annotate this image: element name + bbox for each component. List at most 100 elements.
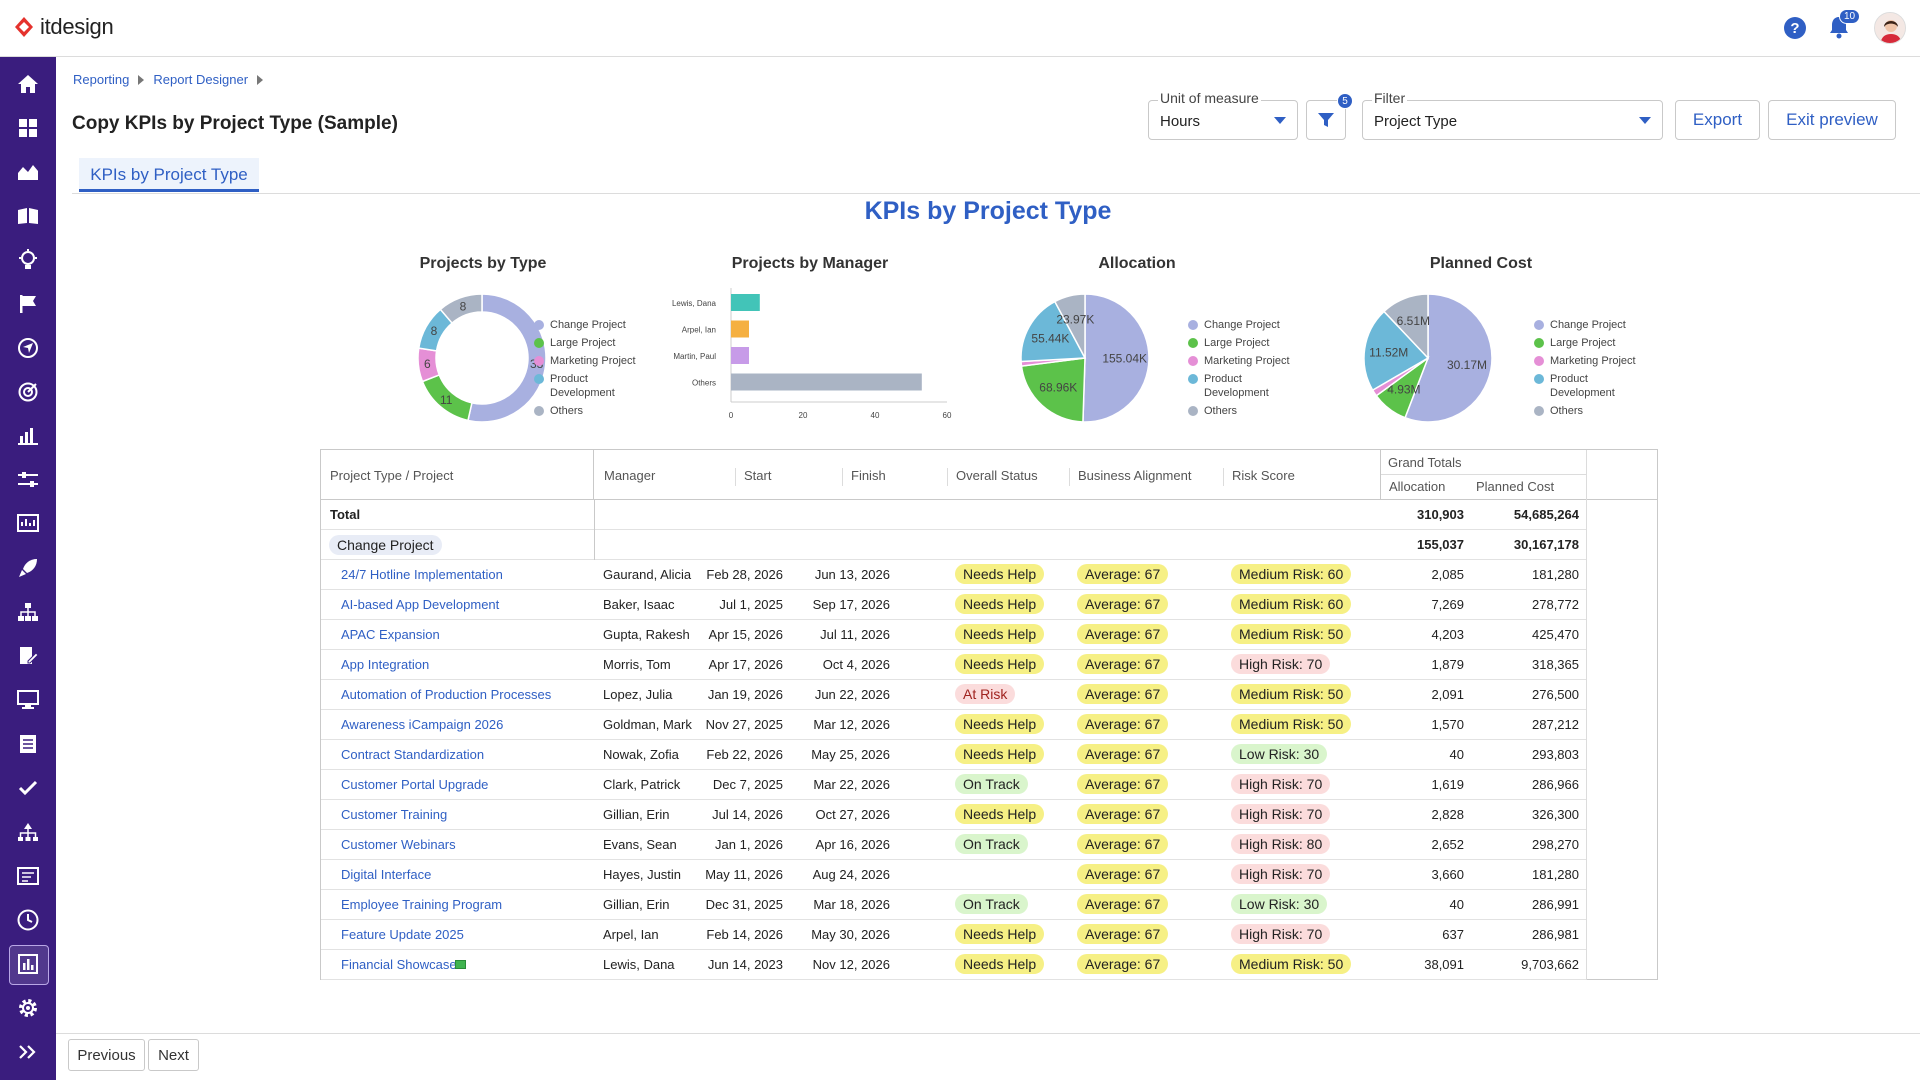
- alignment-badge: Average: 67: [1077, 864, 1169, 884]
- home-icon[interactable]: [0, 64, 56, 104]
- group-allocation: 155,037: [1417, 537, 1464, 552]
- legend-item[interactable]: Product Development: [1534, 372, 1644, 400]
- project-link[interactable]: Awareness iCampaign 2026: [341, 717, 504, 732]
- notification-count-badge: 10: [1839, 9, 1861, 24]
- legend-item[interactable]: Large Project: [534, 336, 644, 350]
- dashboard-icon[interactable]: [0, 108, 56, 148]
- target-icon[interactable]: [0, 372, 56, 412]
- header-planned-cost[interactable]: Planned Cost: [1476, 479, 1555, 494]
- breadcrumb: Reporting Report Designer: [73, 72, 264, 87]
- monitor-icon[interactable]: [0, 680, 56, 720]
- checkmark-icon[interactable]: [0, 768, 56, 808]
- legend-item[interactable]: Marketing Project: [1188, 354, 1298, 368]
- legend-item[interactable]: Large Project: [1188, 336, 1298, 350]
- project-link[interactable]: Customer Training: [341, 807, 448, 822]
- project-link[interactable]: Digital Interface: [341, 867, 432, 882]
- project-link[interactable]: AI-based App Development: [341, 597, 500, 612]
- bar-chart-icon[interactable]: [0, 416, 56, 456]
- project-link[interactable]: Employee Training Program: [341, 897, 503, 912]
- project-link[interactable]: Customer Portal Upgrade: [341, 777, 489, 792]
- project-link[interactable]: Customer Webinars: [341, 837, 456, 852]
- report-chart-icon[interactable]: [0, 504, 56, 544]
- unit-of-measure-select[interactable]: Unit of measure Hours: [1148, 90, 1298, 140]
- header-finish[interactable]: Finish: [851, 468, 886, 483]
- next-button[interactable]: Next: [148, 1039, 199, 1071]
- expand-sidebar-icon[interactable]: [0, 1032, 56, 1072]
- project-link[interactable]: Automation of Production Processes: [341, 687, 552, 702]
- area-chart-icon[interactable]: [0, 152, 56, 192]
- legend-label: Large Project: [1550, 337, 1616, 349]
- header-start[interactable]: Start: [744, 468, 772, 483]
- previous-button[interactable]: Previous: [68, 1039, 145, 1071]
- book-icon[interactable]: [0, 196, 56, 236]
- settings-gear-icon[interactable]: [0, 988, 56, 1028]
- header-overall-status[interactable]: Overall Status: [956, 468, 1038, 483]
- project-link[interactable]: APAC Expansion: [341, 627, 440, 642]
- planned-cost-cell: 181,280: [1532, 867, 1579, 882]
- filter-button[interactable]: 5: [1306, 93, 1353, 140]
- legend-item[interactable]: Change Project: [1188, 318, 1298, 332]
- breadcrumb-separator-icon: [257, 74, 264, 85]
- risk-badge: High Risk: 70: [1231, 774, 1331, 794]
- flag-icon[interactable]: [0, 284, 56, 324]
- planned-cost-cell: 287,212: [1532, 717, 1579, 732]
- legend-item[interactable]: Others: [1188, 404, 1298, 418]
- alignment-badge: Average: 67: [1077, 954, 1169, 974]
- rocket-icon[interactable]: [0, 548, 56, 588]
- header-allocation[interactable]: Allocation: [1389, 479, 1446, 494]
- breadcrumb-reporting[interactable]: Reporting: [73, 72, 130, 87]
- slice-label: 30.17M: [1447, 358, 1487, 372]
- exit-preview-button[interactable]: Exit preview: [1768, 100, 1896, 140]
- group-chip[interactable]: Change Project: [329, 535, 442, 555]
- document-list-icon[interactable]: [0, 724, 56, 764]
- reports-icon[interactable]: [0, 944, 56, 985]
- project-link[interactable]: App Integration: [341, 657, 430, 672]
- legend-item[interactable]: Others: [534, 404, 644, 418]
- header-business-alignment[interactable]: Business Alignment: [1078, 468, 1192, 483]
- clock-icon[interactable]: [0, 900, 56, 940]
- tab-kpis-by-project-type[interactable]: KPIs by Project Type: [79, 158, 259, 192]
- legend-item[interactable]: Product Development: [1188, 372, 1298, 400]
- start-cell: Jun 14, 2023: [707, 957, 783, 972]
- notifications-button[interactable]: 10: [1828, 9, 1861, 41]
- filter-label: Filter: [1372, 90, 1408, 106]
- edit-document-icon[interactable]: [0, 636, 56, 676]
- help-icon[interactable]: ?: [1784, 17, 1806, 39]
- legend-item[interactable]: Change Project: [534, 318, 644, 332]
- breadcrumb-report-designer[interactable]: Report Designer: [153, 72, 249, 87]
- legend-label: Marketing Project: [550, 355, 636, 367]
- header-project[interactable]: Project Type / Project: [321, 450, 594, 499]
- legend-item[interactable]: Others: [1534, 404, 1644, 418]
- form-icon[interactable]: [0, 856, 56, 896]
- header-manager[interactable]: Manager: [604, 468, 656, 483]
- legend-item[interactable]: Marketing Project: [534, 354, 644, 368]
- finish-cell: Jun 13, 2026: [814, 567, 890, 582]
- legend-item[interactable]: Product Development: [534, 372, 644, 400]
- slice-label: 55.44K: [1031, 332, 1069, 346]
- table-row-total: Total 310,903 54,685,264: [321, 500, 1587, 530]
- table-row: App Integration Morris, Tom Apr 17, 2026 Oc…: [321, 650, 1587, 680]
- hierarchy-icon[interactable]: [0, 812, 56, 852]
- footer-divider: [56, 1033, 1920, 1034]
- legend-item[interactable]: Change Project: [1534, 318, 1644, 332]
- user-avatar[interactable]: [1874, 12, 1906, 44]
- header-risk-score[interactable]: Risk Score: [1232, 468, 1295, 483]
- navigation-icon[interactable]: [0, 328, 56, 368]
- org-chart-icon[interactable]: [0, 592, 56, 632]
- project-link[interactable]: Financial Showcase: [341, 957, 457, 972]
- alignment-badge: Average: 67: [1077, 714, 1169, 734]
- timeline-icon[interactable]: [0, 460, 56, 500]
- manager-cell: Arpel, Ian: [603, 927, 659, 942]
- filter-select[interactable]: Filter Project Type: [1362, 90, 1663, 140]
- legend-swatch: [1534, 320, 1544, 330]
- project-link[interactable]: 24/7 Hotline Implementation: [341, 567, 503, 582]
- export-button[interactable]: Export: [1675, 100, 1760, 140]
- legend-item[interactable]: Large Project: [1534, 336, 1644, 350]
- project-link[interactable]: Feature Update 2025: [341, 927, 464, 942]
- lightbulb-icon[interactable]: [0, 240, 56, 280]
- chevron-down-icon: [1639, 117, 1651, 124]
- legend-item[interactable]: Marketing Project: [1534, 354, 1644, 368]
- app-logo[interactable]: itdesign: [14, 14, 114, 40]
- start-cell: Apr 17, 2026: [708, 657, 783, 672]
- project-link[interactable]: Contract Standardization: [341, 747, 485, 762]
